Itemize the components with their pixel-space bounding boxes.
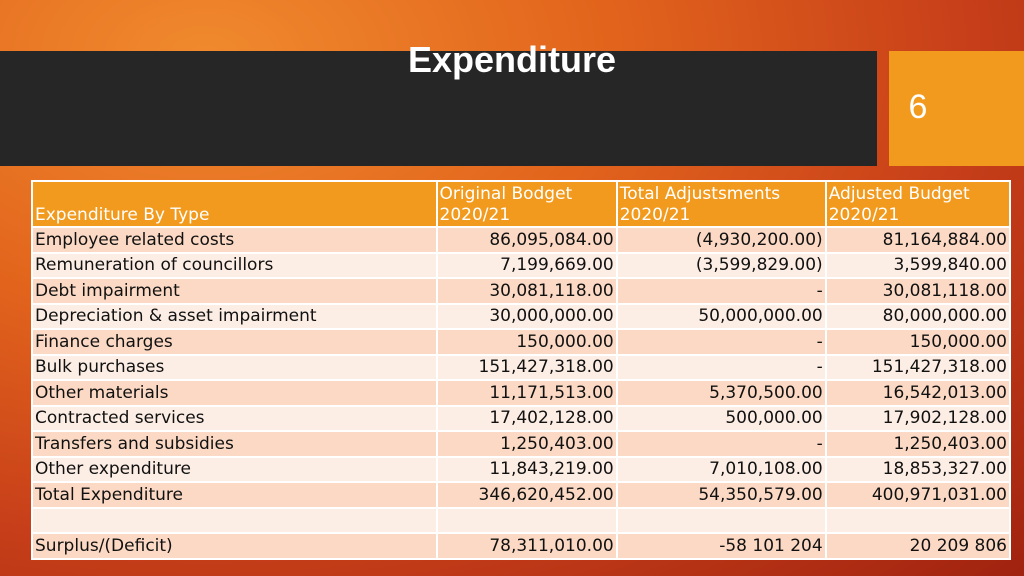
- cell-adjusted-budget: 150,000.00: [824, 328, 1012, 356]
- table-row: Debt impairment 30,081,118.00-30,081,118.…: [31, 277, 1012, 305]
- cell-total-adjustments: 50,000,000.00: [615, 302, 827, 330]
- cell-adjusted-budget: [824, 506, 1012, 534]
- header-original-budget-label: Original Bodget: [439, 184, 573, 204]
- title-bar: [0, 51, 877, 166]
- cell-expenditure-type: Contracted services: [31, 404, 438, 432]
- cell-expenditure-type: Other expenditure: [31, 455, 438, 483]
- table-row: Contracted services 17,402,128.00 500,000.…: [31, 404, 1012, 432]
- table-row: Total Expenditure 346,620,452.00 54,350,57…: [31, 481, 1012, 509]
- table-row: [31, 506, 1012, 534]
- cell-original-budget: 150,000.00: [435, 328, 618, 356]
- cell-adjusted-budget: 400,971,031.00: [824, 481, 1012, 509]
- cell-expenditure-type: Surplus/(Deficit): [31, 532, 438, 560]
- cell-expenditure-type: Other materials: [31, 379, 438, 407]
- cell-expenditure-type: Total Expenditure: [31, 481, 438, 509]
- header-expenditure-type: Expenditure By Type: [31, 180, 438, 228]
- cell-total-adjustments: [615, 506, 827, 534]
- header-total-adjustments: Total Adjustsments 2020/21: [615, 180, 827, 228]
- cell-expenditure-type: Debt impairment: [31, 277, 438, 305]
- header-original-budget-year: 2020/21: [439, 205, 511, 225]
- cell-adjusted-budget: 16,542,013.00: [824, 379, 1012, 407]
- cell-total-adjustments: (3,599,829.00): [615, 251, 827, 279]
- cell-original-budget: 151,427,318.00: [435, 353, 618, 381]
- slide-title: Expenditure: [407, 39, 617, 80]
- cell-original-budget: 11,843,219.00: [435, 455, 618, 483]
- cell-adjusted-budget: 151,427,318.00: [824, 353, 1012, 381]
- table-row: Employee related costs 86,095,084.00 (4,93…: [31, 226, 1012, 254]
- cell-original-budget: 17,402,128.00: [435, 404, 618, 432]
- cell-adjusted-budget: 18,853,327.00: [824, 455, 1012, 483]
- header-original-budget: Original Bodget 2020/21: [435, 180, 618, 228]
- header-adjusted-budget-label: Adjusted Budget: [828, 184, 970, 204]
- cell-expenditure-type: [31, 506, 438, 534]
- table-row: Depreciation & asset impairment 30,000,00…: [31, 302, 1012, 330]
- cell-original-budget: 11,171,513.00: [435, 379, 618, 407]
- cell-total-adjustments: -: [615, 353, 827, 381]
- cell-total-adjustments: 5,370,500.00: [615, 379, 827, 407]
- cell-original-budget: 78,311,010.00: [435, 532, 618, 560]
- cell-total-adjustments: 7,010,108.00: [615, 455, 827, 483]
- table-row: Other materials 11,171,513.00 5,370,500.00…: [31, 379, 1012, 407]
- table-row: Remuneration of councillors 7,199,669.00(…: [31, 251, 1012, 279]
- page-number-box: 6: [889, 51, 1024, 166]
- header-total-adjustments-label: Total Adjustsments: [619, 184, 781, 204]
- cell-original-budget: [435, 506, 618, 534]
- cell-adjusted-budget: 17,902,128.00: [824, 404, 1012, 432]
- cell-total-adjustments: -: [615, 277, 827, 305]
- header-total-adjustments-year: 2020/21: [619, 205, 691, 225]
- cell-original-budget: 30,081,118.00: [435, 277, 618, 305]
- table-row: Other expenditure 11,843,219.00 7,010,108.…: [31, 455, 1012, 483]
- cell-original-budget: 86,095,084.00: [435, 226, 618, 254]
- cell-total-adjustments: 500,000.00: [615, 404, 827, 432]
- cell-adjusted-budget: 20 209 806: [824, 532, 1012, 560]
- table-row: Bulk purchases 151,427,318.00-151,427,318…: [31, 353, 1012, 381]
- table-row: Transfers and subsidies 1,250,403.00-1,25…: [31, 430, 1012, 458]
- table-header-row: Expenditure By Type Original Bodget 2020…: [31, 180, 1012, 228]
- cell-total-adjustments: 54,350,579.00: [615, 481, 827, 509]
- page-number: 6: [908, 88, 928, 126]
- cell-expenditure-type: Employee related costs: [31, 226, 438, 254]
- cell-total-adjustments: -: [615, 430, 827, 458]
- header-adjusted-budget-year: 2020/21: [828, 205, 900, 225]
- cell-total-adjustments: (4,930,200.00): [615, 226, 827, 254]
- cell-total-adjustments: -58 101 204: [615, 532, 827, 560]
- cell-adjusted-budget: 81,164,884.00: [824, 226, 1012, 254]
- cell-original-budget: 30,000,000.00: [435, 302, 618, 330]
- cell-expenditure-type: Transfers and subsidies: [31, 430, 438, 458]
- cell-expenditure-type: Finance charges: [31, 328, 438, 356]
- cell-expenditure-type: Depreciation & asset impairment: [31, 302, 438, 330]
- cell-adjusted-budget: 1,250,403.00: [824, 430, 1012, 458]
- expenditure-table: Expenditure By Type Original Bodget 2020…: [31, 180, 1012, 560]
- cell-expenditure-type: Remuneration of councillors: [31, 251, 438, 279]
- cell-expenditure-type: Bulk purchases: [31, 353, 438, 381]
- cell-total-adjustments: -: [615, 328, 827, 356]
- header-adjusted-budget: Adjusted Budget 2020/21: [824, 180, 1012, 228]
- cell-adjusted-budget: 3,599,840.00: [824, 251, 1012, 279]
- cell-original-budget: 346,620,452.00: [435, 481, 618, 509]
- cell-adjusted-budget: 30,081,118.00: [824, 277, 1012, 305]
- table-row: Finance charges 150,000.00-150,000.00: [31, 328, 1012, 356]
- cell-adjusted-budget: 80,000,000.00: [824, 302, 1012, 330]
- cell-original-budget: 7,199,669.00: [435, 251, 618, 279]
- cell-original-budget: 1,250,403.00: [435, 430, 618, 458]
- table-row: Surplus/(Deficit) 78,311,010.00 -58 101 20…: [31, 532, 1012, 560]
